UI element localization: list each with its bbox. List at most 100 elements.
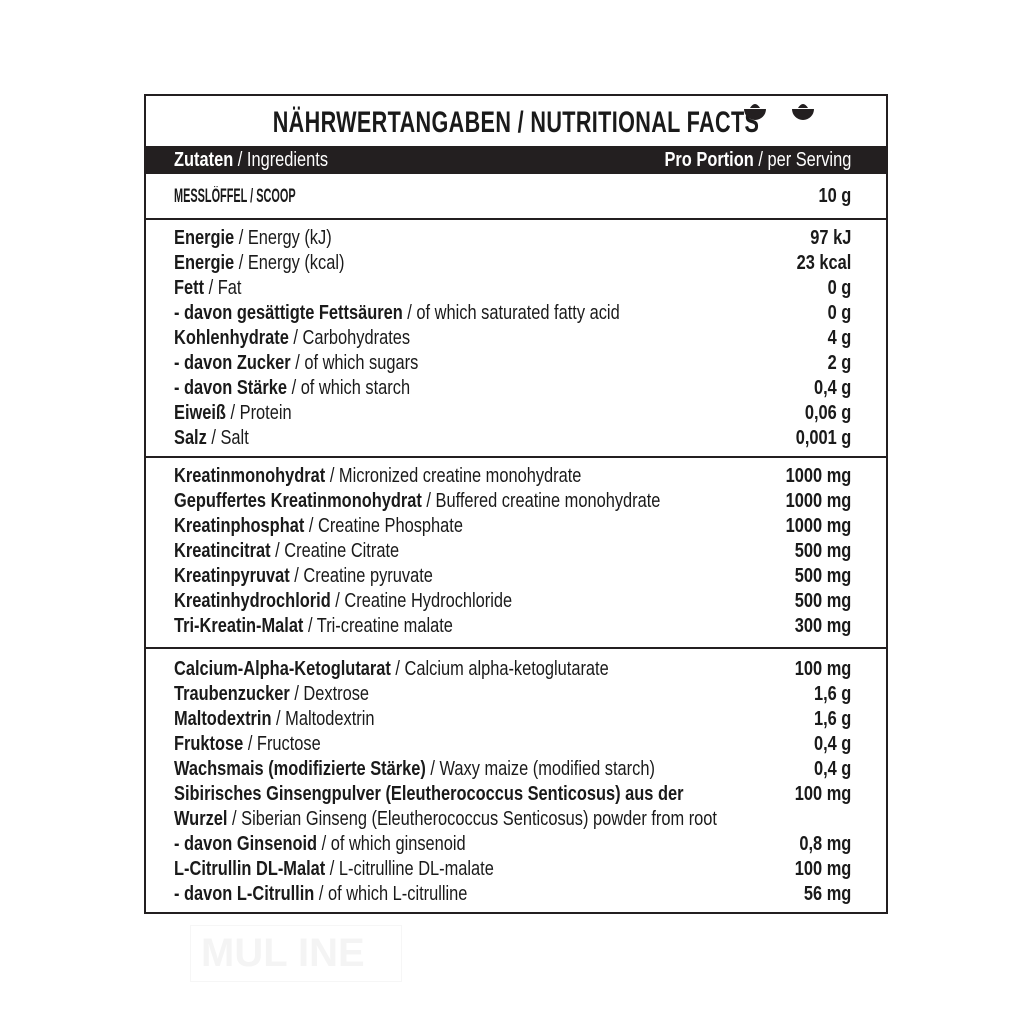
nutrient-name-en: Protein xyxy=(239,402,292,424)
nutrient-row: Eiweiß / Protein 0,06 g xyxy=(174,402,852,424)
nutrient-value: 0,4 g xyxy=(813,377,852,399)
scoop-label: MESSLÖFFEL / SCOOP xyxy=(174,186,296,207)
nutrient-row: L-Citrullin DL-Malat / L-citrulline DL-m… xyxy=(174,858,852,880)
nutrient-value: 0,001 g xyxy=(795,427,852,449)
nutrient-value: 2 g xyxy=(827,352,852,374)
nutrient-name-en: of which L-citrulline xyxy=(327,883,468,905)
nutrient-name-en: Waxy maize (modified starch) xyxy=(439,758,655,780)
nutrient-name-en: Salt xyxy=(220,427,249,449)
nutrient-value: 1000 mg xyxy=(785,515,852,537)
scoop-value: 10 g xyxy=(818,185,852,207)
nutrient-value: 56 mg xyxy=(803,883,852,905)
nutrient-name-de: Sibirisches Ginsengpulver (Eleutherococc… xyxy=(174,783,684,805)
nutrient-row: - davon Stärke / of which starch 0,4 g xyxy=(174,377,852,399)
nutrient-name-de: Kreatinhydrochlorid xyxy=(174,590,331,612)
nutrient-row: Maltodextrin / Maltodextrin 1,6 g xyxy=(174,708,852,730)
nutrient-name-en: Energy (kJ) xyxy=(247,227,332,249)
divider xyxy=(146,218,886,220)
nutrient-name-en: Creatine pyruvate xyxy=(303,565,433,587)
nutrient-name-en: of which starch xyxy=(300,377,411,399)
nutrient-name-de: - davon gesättigte Fettsäuren xyxy=(174,302,403,324)
header-right-en: per Serving xyxy=(767,149,852,171)
nutrient-value: 97 kJ xyxy=(810,227,852,249)
nutrient-name-de: Kreatinmonohydrat xyxy=(174,465,326,487)
nutrient-name-en: Creatine Phosphate xyxy=(317,515,463,537)
watermark-logo: MUL INE xyxy=(190,925,402,982)
nutrient-name-de: - davon Zucker xyxy=(174,352,291,374)
nutrient-name-en: Fructose xyxy=(256,733,321,755)
nutrient-name-en: of which ginsenoid xyxy=(330,833,466,855)
nutrient-row: Wurzel / Siberian Ginseng (Eleutherococc… xyxy=(174,808,717,830)
nutrient-name-de: Kreatinphosphat xyxy=(174,515,305,537)
nutrient-value: 1,6 g xyxy=(813,683,852,705)
nutrient-name-en: L-citrulline DL-malate xyxy=(338,858,494,880)
nutrient-row: Kreatinphosphat / Creatine Phosphate 1000… xyxy=(174,515,852,537)
nutrient-name-en: Calcium alpha-ketoglutarate xyxy=(404,658,609,680)
nutrient-name-en: Creatine Hydrochloride xyxy=(344,590,513,612)
header-left-en: Ingredients xyxy=(246,149,329,171)
nutrient-name-de: Fruktose xyxy=(174,733,244,755)
nutrient-name-en: Micronized creatine monohydrate xyxy=(338,465,582,487)
nutrient-name-de: Fett xyxy=(174,277,205,299)
nutrient-row: Sibirisches Ginsengpulver (Eleutherococc… xyxy=(174,782,851,806)
nutrient-value: 300 mg xyxy=(794,615,852,637)
nutrient-name-de: Wachsmais (modifizierte Stärke) xyxy=(174,758,426,780)
nutrient-row: Kohlenhydrate / Carbohydrates 4 g xyxy=(174,327,852,349)
divider xyxy=(146,456,886,458)
nutrient-name-en: Buffered creatine monohydrate xyxy=(435,490,661,512)
nutrient-name-de: Kohlenhydrate xyxy=(174,327,289,349)
scoop-icon xyxy=(722,104,814,120)
nutrient-value: 0,4 g xyxy=(813,733,852,755)
nutrition-facts-table: NÄHRWERTANGABEN / NUTRITIONAL FACTS Zuta… xyxy=(144,94,888,914)
nutrient-value: 0,4 g xyxy=(813,758,852,780)
nutrient-row: - davon L-Citrullin / of which L-citrull… xyxy=(174,883,852,905)
nutrient-name-de: L-Citrullin DL-Malat xyxy=(174,858,326,880)
nutrient-name-en: Fat xyxy=(217,277,242,299)
nutrient-row: Wachsmais (modifizierte Stärke) / Waxy m… xyxy=(174,758,852,780)
nutrient-name-en: Maltodextrin xyxy=(285,708,375,730)
nutrient-name-en: Creatine Citrate xyxy=(284,540,400,562)
nutrient-name-de: - davon Ginsenoid xyxy=(174,833,318,855)
nutrient-row: Kreatincitrat / Creatine Citrate 500 mg xyxy=(174,540,852,562)
nutrient-row: Traubenzucker / Dextrose 1,6 g xyxy=(174,683,852,705)
nutrient-name-en: Dextrose xyxy=(303,683,370,705)
nutrient-value: 0 g xyxy=(827,277,852,299)
nutrient-name-de: Energie xyxy=(174,252,235,274)
divider xyxy=(146,647,886,649)
nutrient-value: 0,8 mg xyxy=(799,833,852,855)
nutrient-row: Gepuffertes Kreatinmonohydrat / Buffered… xyxy=(174,490,852,512)
nutrient-row: Energie / Energy (kcal) 23 kcal xyxy=(174,252,852,274)
nutrient-value: 100 mg xyxy=(794,658,852,680)
nutrient-row: Fett / Fat 0 g xyxy=(174,277,852,299)
nutrient-value: 100 mg xyxy=(794,783,852,805)
nutrient-value: 1000 mg xyxy=(785,465,852,487)
nutrient-name-de: - davon Stärke xyxy=(174,377,288,399)
nutrient-name-de: Wurzel xyxy=(174,808,228,830)
nutrient-name-en: Energy (kcal) xyxy=(247,252,345,274)
nutrient-row: Tri-Kreatin-Malat / Tri-creatine malate 3… xyxy=(174,615,852,637)
nutrient-row: Fruktose / Fructose 0,4 g xyxy=(174,733,852,755)
nutrient-name-en: Siberian Ginseng (Eleutherococcus Sentic… xyxy=(241,808,717,830)
nutrient-row: - davon gesättigte Fettsäuren / of which… xyxy=(174,302,852,324)
nutrient-value: 0 g xyxy=(827,302,852,324)
nutrient-row: Kreatinhydrochlorid / Creatine Hydrochlo… xyxy=(174,590,852,612)
nutrient-value: 1000 mg xyxy=(785,490,852,512)
nutrient-value: 500 mg xyxy=(794,565,852,587)
nutrient-name-de: Maltodextrin xyxy=(174,708,272,730)
nutrient-row: Kreatinpyruvat / Creatine pyruvate 500 mg xyxy=(174,565,852,587)
nutrient-value: 0,06 g xyxy=(804,402,852,424)
header-right-de: Pro Portion xyxy=(664,149,754,171)
nutrient-name-de: - davon L-Citrullin xyxy=(174,883,315,905)
nutrient-name-de: Traubenzucker xyxy=(174,683,290,705)
nutrient-name-de: Salz xyxy=(174,427,207,449)
nutrient-name-de: Gepuffertes Kreatinmonohydrat xyxy=(174,490,422,512)
nutrient-value: 100 mg xyxy=(794,858,852,880)
nutrient-value: 1,6 g xyxy=(813,708,852,730)
nutrient-value: 4 g xyxy=(827,327,852,349)
nutrient-name-de: Kreatinpyruvat xyxy=(174,565,290,587)
nutrient-value: 500 mg xyxy=(794,590,852,612)
nutrient-name-en: of which sugars xyxy=(304,352,419,374)
nutrient-name-de: Tri-Kreatin-Malat xyxy=(174,615,304,637)
table-title: NÄHRWERTANGABEN / NUTRITIONAL FACTS xyxy=(272,106,760,139)
header-bar: Zutaten / Ingredients Pro Portion / per … xyxy=(146,146,886,174)
